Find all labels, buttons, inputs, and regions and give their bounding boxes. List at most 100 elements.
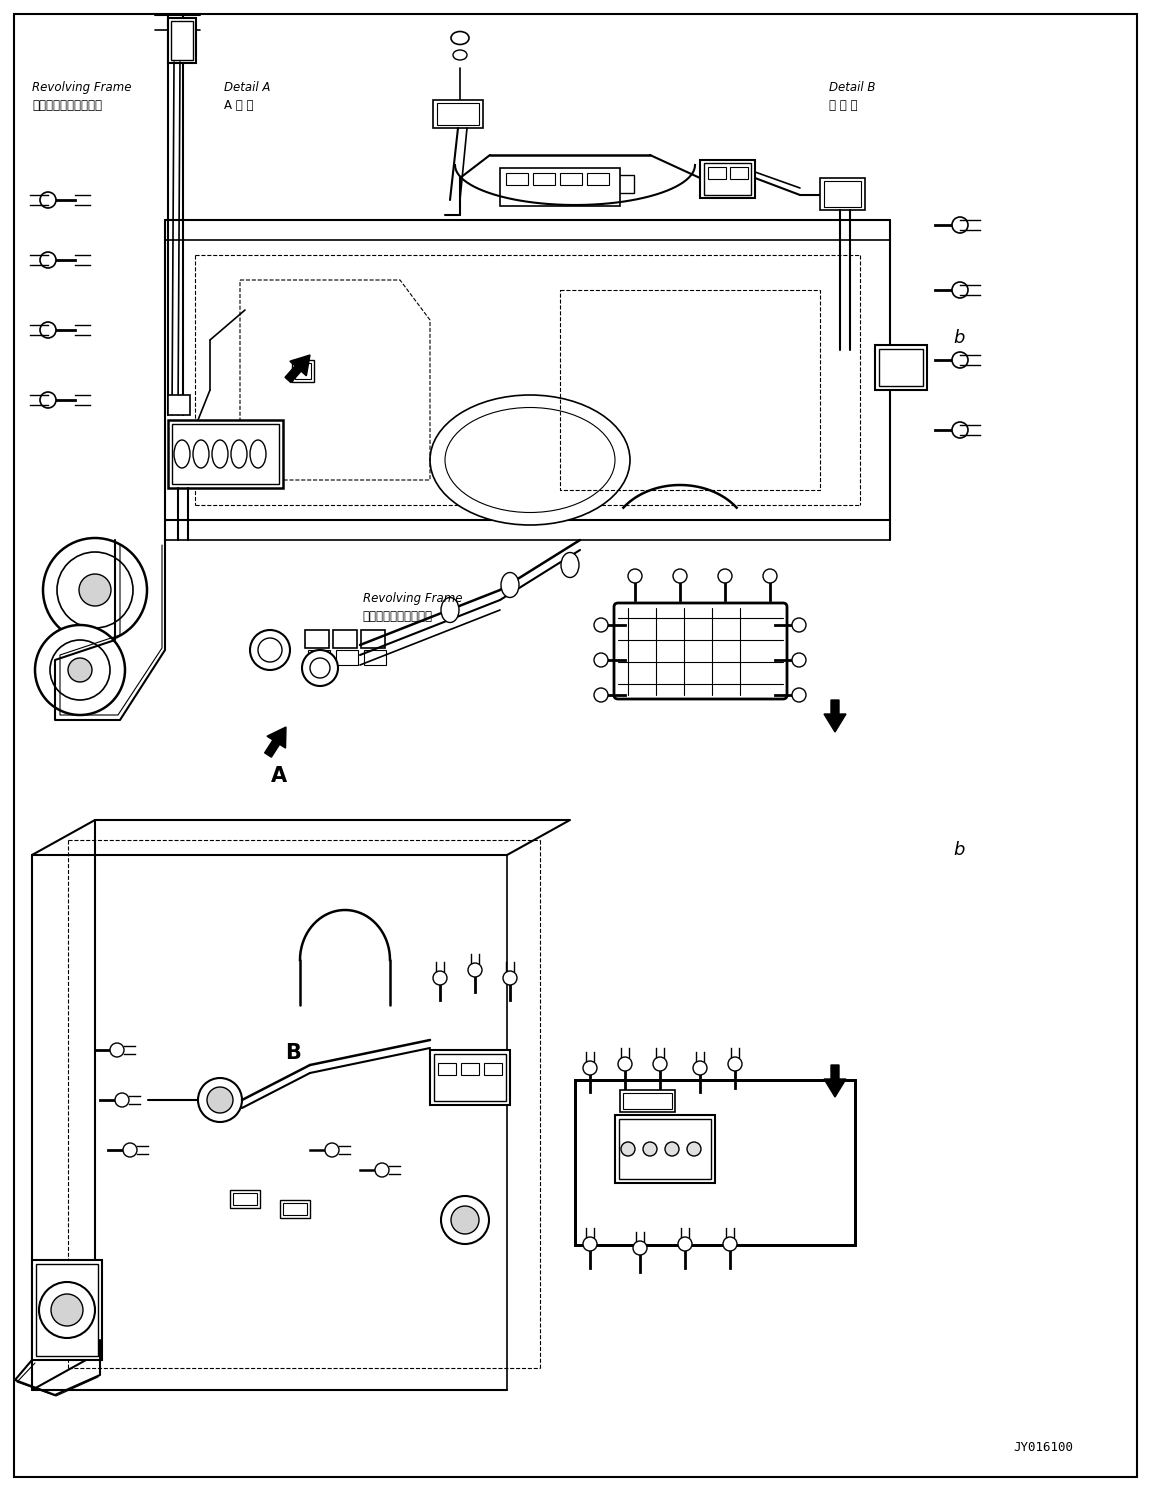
Circle shape — [693, 1062, 707, 1075]
Circle shape — [49, 640, 110, 699]
Bar — [500, 168, 620, 206]
Circle shape — [40, 322, 56, 338]
Bar — [730, 167, 748, 179]
FancyArrow shape — [265, 728, 285, 757]
Ellipse shape — [451, 31, 468, 45]
Bar — [430, 1050, 510, 1105]
Text: B: B — [285, 1044, 302, 1063]
Circle shape — [763, 570, 777, 583]
Circle shape — [468, 963, 482, 977]
Text: JY016100: JY016100 — [1013, 1440, 1073, 1454]
Bar — [361, 631, 384, 649]
Circle shape — [110, 1044, 124, 1057]
Circle shape — [51, 1294, 83, 1325]
Bar — [364, 650, 386, 665]
Circle shape — [258, 638, 282, 662]
Circle shape — [250, 631, 290, 669]
Bar — [32, 1260, 102, 1360]
Ellipse shape — [561, 553, 579, 577]
Circle shape — [40, 192, 56, 209]
Bar — [824, 180, 861, 207]
Circle shape — [584, 1238, 597, 1251]
Circle shape — [115, 1093, 129, 1106]
Bar — [171, 423, 279, 485]
Bar — [561, 173, 582, 185]
Ellipse shape — [231, 440, 247, 468]
Circle shape — [952, 218, 968, 233]
Text: Revolving Frame: Revolving Frame — [32, 81, 131, 94]
Circle shape — [40, 252, 56, 268]
Ellipse shape — [193, 440, 209, 468]
Circle shape — [441, 1196, 489, 1243]
Circle shape — [325, 1144, 340, 1157]
Bar — [168, 18, 196, 63]
Circle shape — [594, 617, 608, 632]
Circle shape — [39, 1282, 96, 1337]
Bar — [548, 174, 574, 192]
Bar — [623, 1093, 672, 1109]
Circle shape — [665, 1142, 679, 1156]
Circle shape — [503, 971, 517, 986]
Bar — [620, 1090, 674, 1112]
Circle shape — [594, 653, 608, 666]
Circle shape — [594, 687, 608, 702]
Circle shape — [792, 653, 806, 666]
Circle shape — [198, 1078, 242, 1123]
Bar — [820, 177, 866, 210]
Bar — [462, 1063, 479, 1075]
Circle shape — [727, 1057, 742, 1071]
Bar — [615, 1115, 715, 1182]
Circle shape — [643, 1142, 657, 1156]
Circle shape — [79, 574, 110, 605]
Ellipse shape — [250, 440, 266, 468]
Bar — [485, 1063, 502, 1075]
Circle shape — [622, 1142, 635, 1156]
Text: A 詳 細: A 詳 細 — [224, 98, 254, 112]
Bar — [533, 173, 555, 185]
Bar — [36, 1264, 98, 1355]
Bar — [437, 103, 479, 125]
Circle shape — [952, 352, 968, 368]
Bar — [518, 174, 544, 192]
Bar — [439, 1063, 456, 1075]
Bar — [171, 21, 193, 60]
Bar — [308, 650, 330, 665]
Bar — [168, 420, 283, 488]
Circle shape — [653, 1057, 666, 1071]
Bar — [879, 349, 923, 386]
Text: Revolving Frame: Revolving Frame — [363, 592, 462, 605]
Bar — [305, 631, 329, 649]
FancyArrow shape — [824, 1065, 846, 1097]
Bar — [434, 1054, 506, 1100]
Circle shape — [43, 538, 147, 643]
Circle shape — [433, 971, 447, 986]
Bar — [233, 1193, 257, 1205]
Bar — [700, 160, 755, 198]
Circle shape — [584, 1062, 597, 1075]
Bar — [292, 359, 314, 382]
Ellipse shape — [430, 395, 630, 525]
Bar — [587, 173, 609, 185]
Bar — [433, 100, 483, 128]
Bar — [576, 1079, 855, 1245]
Text: 日 詳 細: 日 詳 細 — [829, 98, 857, 112]
Circle shape — [58, 552, 134, 628]
Circle shape — [451, 1206, 479, 1235]
FancyArrow shape — [824, 699, 846, 732]
Circle shape — [123, 1144, 137, 1157]
Circle shape — [310, 658, 330, 678]
Circle shape — [792, 617, 806, 632]
Ellipse shape — [441, 598, 459, 623]
Circle shape — [723, 1238, 737, 1251]
Text: レボルビングフレーム: レボルビングフレーム — [363, 610, 433, 623]
Ellipse shape — [174, 440, 190, 468]
Text: Detail A: Detail A — [224, 81, 270, 94]
Circle shape — [375, 1163, 389, 1176]
Circle shape — [68, 658, 92, 681]
Text: A: A — [270, 766, 287, 786]
Text: b: b — [953, 841, 965, 859]
Bar — [619, 1120, 711, 1179]
Bar — [704, 163, 750, 195]
Text: b: b — [953, 330, 965, 347]
Circle shape — [792, 687, 806, 702]
